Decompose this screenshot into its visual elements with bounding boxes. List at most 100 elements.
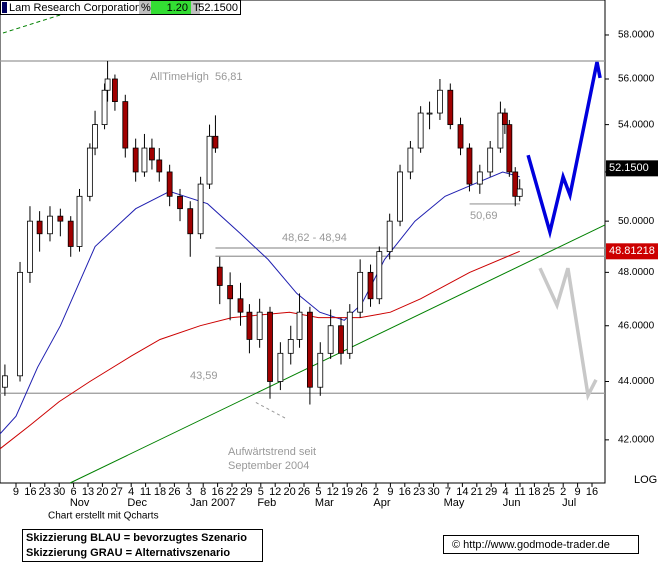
month-label: Nov xyxy=(70,497,90,509)
x-tick-label: 11 xyxy=(514,486,525,498)
candle-body xyxy=(386,220,393,253)
change-box xyxy=(151,1,191,14)
legend-grey: Skizzierung GRAU = Alternativszenario xyxy=(26,547,230,559)
price-tag-label: 52.1500 xyxy=(609,162,649,174)
candle-body xyxy=(246,311,253,340)
y-tick-label: 50.0000 xyxy=(618,216,655,227)
x-tick-label: 30 xyxy=(427,486,439,498)
price-tag xyxy=(606,160,658,177)
x-tick-label: 29 xyxy=(485,486,497,498)
scenario-line xyxy=(538,267,598,401)
month-label: Jul xyxy=(562,497,576,509)
scenario-line xyxy=(526,61,602,239)
candle-body xyxy=(47,215,53,235)
candle-body xyxy=(296,311,303,340)
copyright: © http://www.godmode-trader.de xyxy=(452,539,610,551)
y-tick-label: 44.0000 xyxy=(618,376,655,387)
x-tick-label: 16 xyxy=(399,486,411,498)
plot: AllTimeHigh 56,81 48,62 - 48,94 43,59 50,69 A… xyxy=(0,14,606,484)
pct-box xyxy=(139,1,151,14)
candle-body xyxy=(206,135,213,185)
legend-blue: Skizzierung BLAU = bevorzugtes Szenario xyxy=(26,532,247,544)
x-tick-label: 16 xyxy=(586,486,598,498)
month-label: Feb xyxy=(257,497,276,509)
x-tick-label: 9 xyxy=(387,486,393,498)
pct-sign: % xyxy=(141,2,151,14)
x-tick-label: 22 xyxy=(226,486,238,498)
candle-body xyxy=(437,89,443,114)
candle-body xyxy=(512,171,519,197)
annotation: 48,62 - 48,94 xyxy=(282,232,347,244)
candle-body xyxy=(2,375,8,388)
x-tick-label: 12 xyxy=(269,486,281,498)
x-tick-label: 16 xyxy=(211,486,223,498)
x-tick-label: 19 xyxy=(341,486,353,498)
x-tick-label: 2 xyxy=(560,486,566,498)
x-tick-label: 25 xyxy=(543,486,555,498)
candle-body xyxy=(237,298,244,313)
annotation: Aufwärtstrend seit xyxy=(228,446,316,458)
x-tick-label: 21 xyxy=(471,486,483,498)
candle-body xyxy=(307,311,313,388)
x-tick-label: 23 xyxy=(413,486,425,498)
month-label: Mar xyxy=(315,497,334,509)
candle-body xyxy=(447,89,454,126)
candle-body xyxy=(417,112,424,149)
price-tag xyxy=(606,243,658,260)
candle-body xyxy=(141,147,148,173)
candle-body xyxy=(476,171,483,185)
candle-body xyxy=(487,147,494,173)
x-tick-label: 11 xyxy=(140,486,151,498)
y-tick-label: 54.0000 xyxy=(618,119,655,130)
x-tick-label: 8 xyxy=(200,486,206,498)
x-tick-label: 9 xyxy=(13,486,19,498)
y-tick-label: 48.0000 xyxy=(618,267,655,278)
candle-body xyxy=(36,220,43,235)
candle-body xyxy=(166,171,173,197)
candle-body xyxy=(177,195,183,210)
x-tick-label: 5 xyxy=(258,486,264,498)
y-tick-label: 58.0000 xyxy=(618,30,655,41)
annotation: 43,59 xyxy=(190,370,218,382)
indicator-line xyxy=(0,171,520,435)
y-tick-label: 56.0000 xyxy=(618,74,655,85)
candle-body xyxy=(212,135,219,149)
x-tick-label: 13 xyxy=(82,486,94,498)
candle-body xyxy=(17,271,23,377)
candle-body xyxy=(506,124,513,173)
candle-body xyxy=(367,271,374,300)
x-tick-label: 16 xyxy=(24,486,36,498)
candle-body xyxy=(457,124,464,149)
month-label: Dec xyxy=(127,497,147,509)
x-tick-label: 4 xyxy=(128,486,134,498)
last-price: 52.1500 xyxy=(198,2,238,14)
candle-body xyxy=(67,220,74,247)
candle-body xyxy=(338,325,344,354)
candle-body xyxy=(197,183,204,235)
candle-body xyxy=(407,147,414,173)
month-label: May xyxy=(444,497,465,509)
candle-body xyxy=(501,112,508,126)
candle-body xyxy=(497,112,504,149)
legend-box xyxy=(22,529,263,562)
t-label: T xyxy=(193,2,200,14)
month-label: Jan 2007 xyxy=(190,497,235,509)
candle-body xyxy=(426,112,433,115)
header-icon xyxy=(2,2,7,13)
x-tick-label: 26 xyxy=(168,486,180,498)
candle-body xyxy=(397,171,403,222)
credit: Chart erstellt mit Qcharts xyxy=(48,511,159,522)
candle-body xyxy=(277,352,284,382)
change-value: 1.20 xyxy=(167,2,188,14)
month-label: Apr xyxy=(373,497,390,509)
x-tick-label: 30 xyxy=(53,486,65,498)
header: Lam Research Corporation % 1.20 T 52.150… xyxy=(0,0,241,15)
copyright-box xyxy=(443,535,639,554)
indicator-line xyxy=(2,14,61,34)
annotation: 50,69 xyxy=(470,210,498,222)
month-label: Jun xyxy=(503,497,521,509)
symbol-title: Lam Research Corporation xyxy=(9,2,141,14)
candle-body xyxy=(287,339,294,354)
x-tick-label: 18 xyxy=(528,486,540,498)
x-tick-label: 18 xyxy=(154,486,166,498)
